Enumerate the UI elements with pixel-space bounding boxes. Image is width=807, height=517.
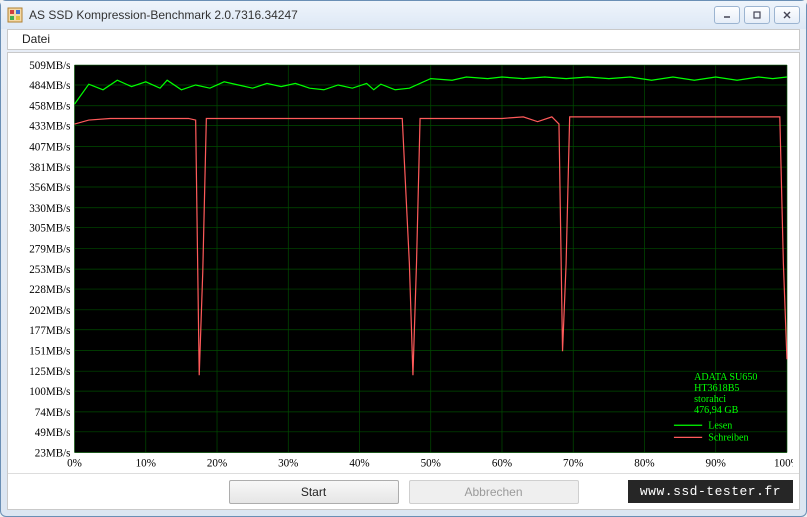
svg-text:Lesen: Lesen xyxy=(708,421,732,432)
svg-text:74MB/s: 74MB/s xyxy=(35,407,71,419)
svg-text:484MB/s: 484MB/s xyxy=(29,80,70,92)
menu-file[interactable]: Datei xyxy=(16,30,56,48)
svg-text:10%: 10% xyxy=(136,458,156,470)
app-icon xyxy=(7,7,23,23)
svg-text:509MB/s: 509MB/s xyxy=(29,60,70,72)
svg-text:50%: 50% xyxy=(421,458,441,470)
svg-text:100%: 100% xyxy=(774,458,793,470)
svg-text:476,94 GB: 476,94 GB xyxy=(694,405,739,416)
svg-text:202MB/s: 202MB/s xyxy=(29,305,70,317)
svg-text:151MB/s: 151MB/s xyxy=(29,346,70,358)
svg-text:100MB/s: 100MB/s xyxy=(29,386,70,398)
minimize-button[interactable] xyxy=(714,6,740,24)
svg-text:ADATA SU650: ADATA SU650 xyxy=(694,372,757,383)
svg-text:228MB/s: 228MB/s xyxy=(29,284,70,296)
svg-text:356MB/s: 356MB/s xyxy=(29,182,70,194)
svg-text:381MB/s: 381MB/s xyxy=(29,162,70,174)
svg-text:279MB/s: 279MB/s xyxy=(29,244,70,256)
start-button[interactable]: Start xyxy=(229,480,399,504)
window-controls xyxy=(714,6,800,24)
svg-text:90%: 90% xyxy=(706,458,726,470)
watermark: www.ssd-tester.fr xyxy=(628,480,793,503)
svg-text:70%: 70% xyxy=(563,458,583,470)
svg-text:Schreiben: Schreiben xyxy=(708,433,748,444)
svg-text:433MB/s: 433MB/s xyxy=(29,121,70,133)
svg-text:330MB/s: 330MB/s xyxy=(29,203,70,215)
svg-text:177MB/s: 177MB/s xyxy=(29,325,70,337)
client-area: 509MB/s 484MB/s 458MB/s 433MB/s 407MB/s 381MB… xyxy=(7,52,800,510)
svg-text:30%: 30% xyxy=(278,458,298,470)
svg-text:458MB/s: 458MB/s xyxy=(29,101,70,113)
svg-text:407MB/s: 407MB/s xyxy=(29,142,70,154)
main-window: AS SSD Kompression-Benchmark 2.0.7316.34… xyxy=(0,0,807,517)
titlebar[interactable]: AS SSD Kompression-Benchmark 2.0.7316.34… xyxy=(1,1,806,29)
close-button[interactable] xyxy=(774,6,800,24)
svg-text:253MB/s: 253MB/s xyxy=(29,264,70,276)
svg-text:60%: 60% xyxy=(492,458,512,470)
abort-button[interactable]: Abbrechen xyxy=(409,480,579,504)
svg-text:49MB/s: 49MB/s xyxy=(35,427,71,439)
benchmark-chart: 509MB/s 484MB/s 458MB/s 433MB/s 407MB/s 381MB… xyxy=(14,59,793,473)
svg-text:HT3618B5: HT3618B5 xyxy=(694,383,739,394)
maximize-button[interactable] xyxy=(744,6,770,24)
chart-area: 509MB/s 484MB/s 458MB/s 433MB/s 407MB/s 381MB… xyxy=(8,53,799,473)
svg-text:40%: 40% xyxy=(349,458,369,470)
svg-text:305MB/s: 305MB/s xyxy=(29,223,70,235)
svg-text:20%: 20% xyxy=(207,458,227,470)
svg-text:storahci: storahci xyxy=(694,394,726,405)
svg-text:125MB/s: 125MB/s xyxy=(29,367,70,379)
window-title: AS SSD Kompression-Benchmark 2.0.7316.34… xyxy=(29,8,714,22)
menubar: Datei xyxy=(7,29,800,51)
svg-text:80%: 80% xyxy=(634,458,654,470)
svg-text:23MB/s: 23MB/s xyxy=(35,448,71,460)
svg-text:0%: 0% xyxy=(67,458,82,470)
